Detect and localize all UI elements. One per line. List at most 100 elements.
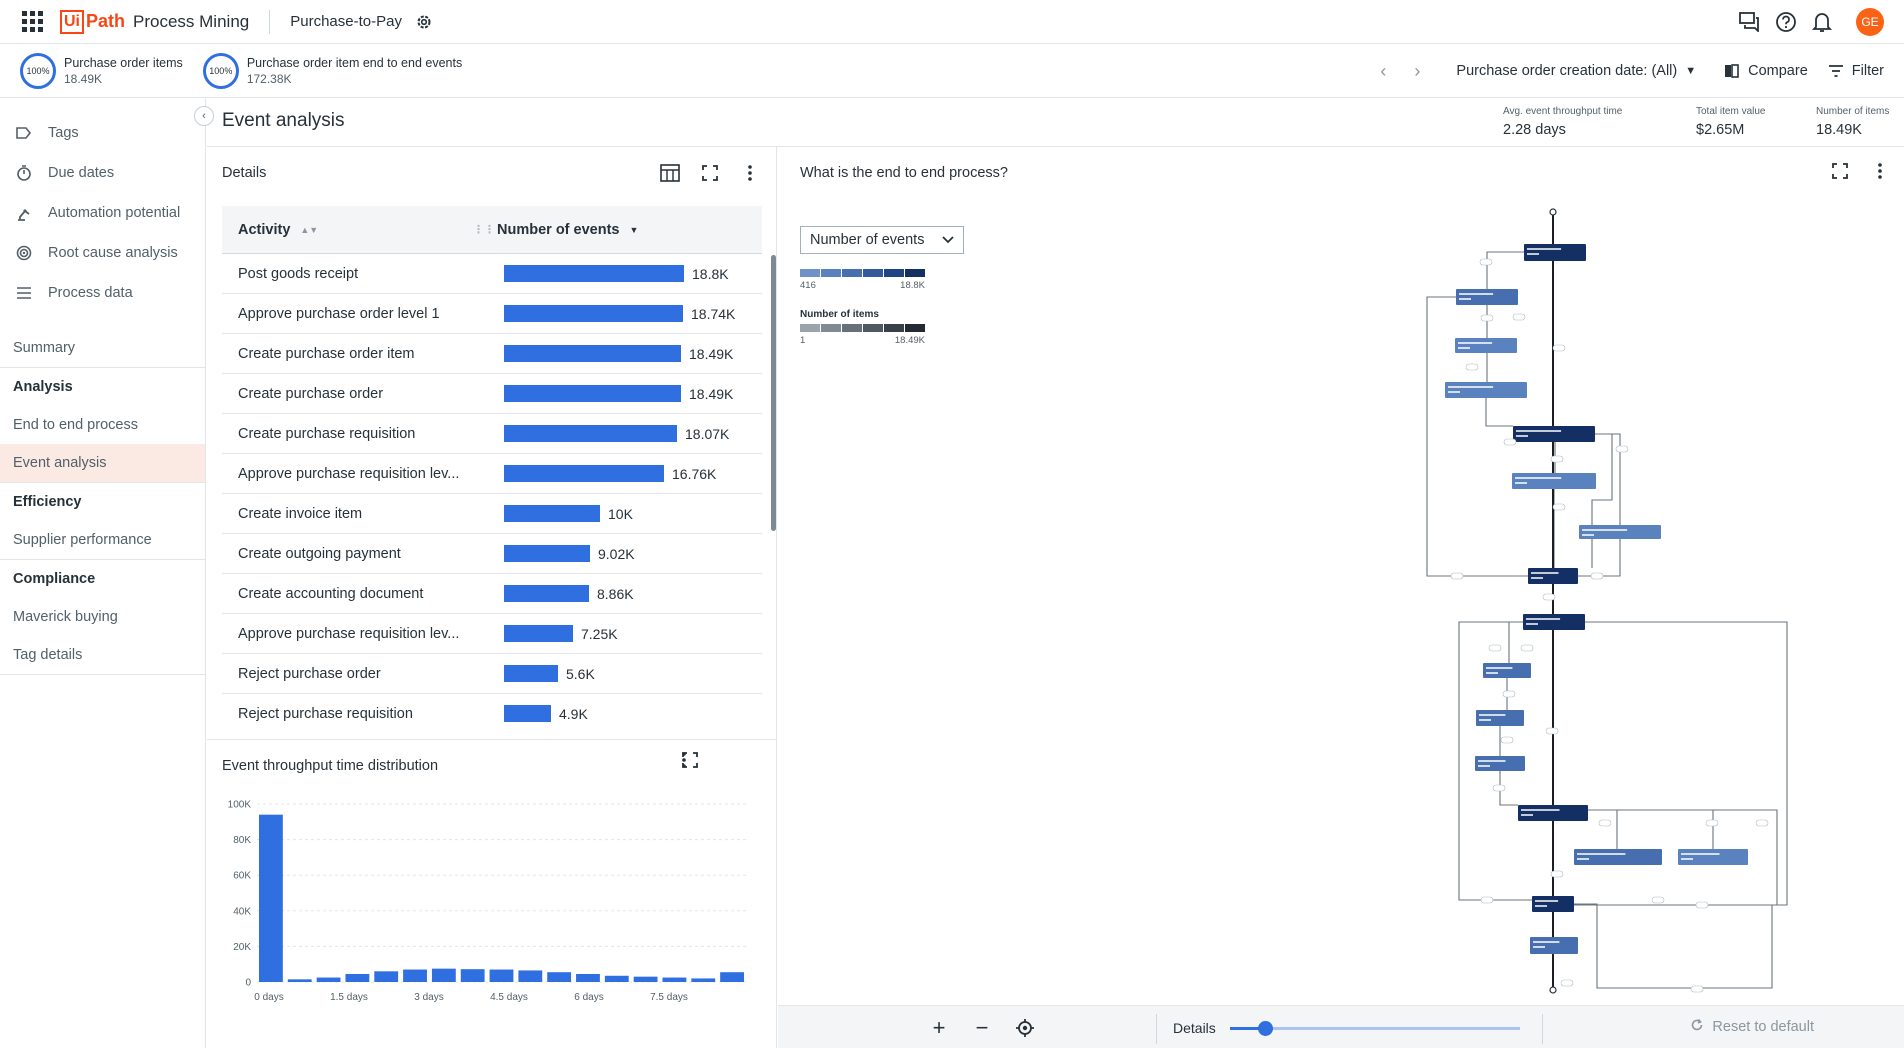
process-node-label[interactable] [1531, 572, 1559, 574]
process-node[interactable] [1530, 937, 1578, 954]
table-row[interactable]: Approve purchase order level 1 18.74K [222, 294, 762, 334]
process-node-label[interactable] [1448, 386, 1494, 388]
sidebar-item-end-to-end-process[interactable]: End to end process [13, 417, 138, 433]
process-node-label[interactable] [1533, 941, 1560, 943]
edge-label[interactable] [1590, 572, 1604, 580]
edge-label[interactable] [1502, 690, 1516, 698]
chevron-right-icon[interactable]: › [1414, 60, 1421, 81]
edge-label[interactable] [1542, 593, 1556, 601]
filter-button[interactable]: Filter [1828, 63, 1884, 79]
zoom-in-icon[interactable]: + [932, 1015, 946, 1040]
sidebar-item-process-data[interactable]: Process data [0, 273, 205, 313]
process-node[interactable] [1528, 568, 1578, 584]
column-resize-handle[interactable]: ⋮⋮ [473, 224, 495, 236]
table-scrollbar[interactable] [771, 255, 776, 531]
edge-label[interactable] [1480, 314, 1494, 322]
process-node-label[interactable] [1478, 760, 1506, 762]
process-node[interactable] [1523, 614, 1585, 630]
more-options-icon[interactable] [682, 752, 762, 776]
details-slider[interactable] [1230, 1021, 1520, 1036]
slider-handle[interactable] [1257, 1021, 1273, 1036]
process-node-count[interactable] [1479, 719, 1491, 721]
process-node[interactable] [1476, 710, 1524, 726]
process-node[interactable] [1456, 289, 1518, 305]
process-node-label[interactable] [1486, 667, 1513, 669]
process-node-count[interactable] [1521, 814, 1533, 816]
table-row[interactable]: Create invoice item 10K [222, 494, 762, 534]
sidebar-item-event-analysis[interactable]: Event analysis [0, 444, 205, 482]
table-row[interactable]: Reject purchase requisition 4.9K [222, 694, 762, 725]
process-node-label[interactable] [1535, 900, 1559, 902]
chat-icon[interactable] [1738, 10, 1762, 34]
reset-to-default-button[interactable]: Reset to default [1690, 1018, 1814, 1036]
sidebar-item-due-dates[interactable]: Due dates [0, 153, 205, 193]
fullscreen-icon[interactable] [698, 161, 722, 185]
process-node-count[interactable] [1478, 765, 1490, 767]
process-node[interactable] [1483, 663, 1531, 678]
process-node-label[interactable] [1459, 293, 1494, 295]
help-icon[interactable] [1774, 10, 1798, 34]
edge-label[interactable] [1651, 896, 1665, 904]
edge-label[interactable] [1552, 503, 1566, 511]
process-node-label[interactable] [1479, 714, 1506, 716]
process-node[interactable] [1518, 805, 1588, 821]
compare-button[interactable]: Compare [1724, 63, 1808, 79]
process-node[interactable] [1532, 896, 1574, 912]
table-row[interactable]: Approve purchase requisition lev... 7.25K [222, 614, 762, 654]
edge-label[interactable] [1598, 819, 1612, 827]
table-row[interactable]: Post goods receipt 18.8K [222, 254, 762, 294]
process-node[interactable] [1574, 849, 1662, 865]
table-row[interactable]: Create purchase order item 18.49K [222, 334, 762, 374]
kpi-end-to-end-events[interactable]: 100% Purchase order item end to end even… [202, 52, 462, 89]
process-node-label[interactable] [1582, 529, 1628, 531]
sidebar-item-maverick-buying[interactable]: Maverick buying [13, 609, 118, 625]
fullscreen-icon[interactable] [1828, 159, 1852, 183]
process-node[interactable] [1445, 382, 1527, 398]
table-row[interactable]: Create purchase order 18.49K [222, 374, 762, 414]
edge-label[interactable] [1755, 819, 1769, 827]
edge-label[interactable] [1480, 896, 1494, 904]
bell-icon[interactable] [1810, 10, 1834, 34]
edge-label[interactable] [1500, 736, 1514, 744]
process-node-label[interactable] [1515, 477, 1562, 479]
table-row[interactable]: Create outgoing payment 9.02K [222, 534, 762, 574]
process-node-label[interactable] [1516, 430, 1562, 432]
process-node-count[interactable] [1515, 482, 1527, 484]
process-node-count[interactable] [1527, 253, 1539, 255]
edge-label[interactable] [1503, 438, 1517, 446]
process-node-label[interactable] [1526, 618, 1561, 620]
process-node-count[interactable] [1459, 298, 1471, 300]
app-launcher-icon[interactable] [18, 8, 46, 36]
edge-label[interactable] [1479, 258, 1493, 266]
edge-label[interactable] [1545, 727, 1559, 735]
table-view-icon[interactable] [658, 161, 682, 185]
process-node-count[interactable] [1582, 534, 1594, 536]
table-row[interactable]: Create accounting document 8.86K [222, 574, 762, 614]
edge-label[interactable] [1550, 870, 1564, 878]
date-filter-dropdown[interactable]: Purchase order creation date: (All) ▼ [1456, 63, 1696, 79]
sidebar-item-automation-potential[interactable]: Automation potential [0, 193, 205, 233]
edge-label[interactable] [1560, 979, 1574, 987]
app-title[interactable]: Purchase-to-Pay [290, 13, 402, 30]
process-node[interactable] [1524, 244, 1586, 261]
edge-label[interactable] [1512, 313, 1526, 321]
kpi-purchase-order-items[interactable]: 100% Purchase order items 18.49K [20, 52, 183, 89]
process-node[interactable] [1579, 525, 1661, 539]
gear-icon[interactable] [414, 12, 434, 32]
process-node[interactable] [1513, 426, 1595, 442]
sidebar-item-root-cause-analysis[interactable]: Root cause analysis [0, 233, 205, 273]
process-node[interactable] [1512, 473, 1596, 489]
process-node-count[interactable] [1533, 946, 1545, 948]
edge-label[interactable] [1690, 985, 1704, 993]
sidebar-item-summary[interactable]: Summary [13, 340, 76, 356]
process-node-count[interactable] [1535, 905, 1547, 907]
process-node-count[interactable] [1458, 347, 1470, 349]
process-node-count[interactable] [1448, 391, 1460, 393]
column-header-activity[interactable]: Activity ▲▼ ⋮⋮ [222, 222, 497, 238]
chevron-left-icon[interactable]: ‹ [1380, 60, 1387, 81]
table-row[interactable]: Approve purchase requisition lev... 16.76… [222, 454, 762, 494]
edge-label[interactable] [1550, 455, 1564, 463]
table-row[interactable]: Create purchase requisition 18.07K [222, 414, 762, 454]
process-node-label[interactable] [1681, 853, 1720, 855]
process-node-count[interactable] [1526, 623, 1538, 625]
